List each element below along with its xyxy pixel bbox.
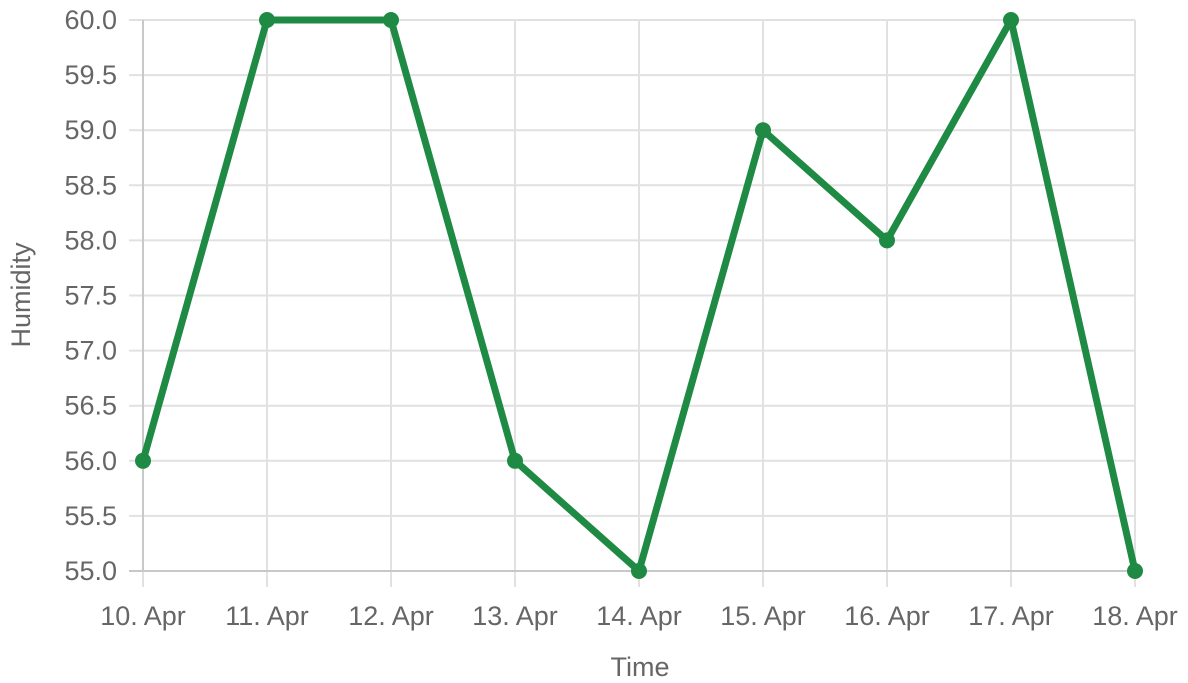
y-axis-title: Humidity bbox=[6, 242, 36, 348]
x-tick-label: 16. Apr bbox=[844, 601, 930, 631]
y-tick-label: 57.5 bbox=[64, 281, 117, 311]
y-tick-label: 58.0 bbox=[64, 225, 117, 255]
series bbox=[135, 12, 1143, 579]
x-tick-label: 15. Apr bbox=[720, 601, 806, 631]
y-tick-label: 60.0 bbox=[64, 5, 117, 35]
x-tick-label: 17. Apr bbox=[968, 601, 1054, 631]
y-tick-label: 57.0 bbox=[64, 336, 117, 366]
y-tick-label: 55.0 bbox=[64, 556, 117, 586]
x-tick-label: 10. Apr bbox=[100, 601, 186, 631]
x-tick-label: 18. Apr bbox=[1092, 601, 1178, 631]
data-point[interactable] bbox=[383, 12, 399, 28]
x-tick-label: 13. Apr bbox=[472, 601, 558, 631]
data-point[interactable] bbox=[1003, 12, 1019, 28]
x-tick-labels: 10. Apr 11. Apr 12. Apr 13. Apr 14. Apr 15. A… bbox=[100, 601, 1178, 631]
y-tick-label: 59.5 bbox=[64, 60, 117, 90]
x-tick-label: 12. Apr bbox=[348, 601, 434, 631]
data-point[interactable] bbox=[755, 122, 771, 139]
y-tick-label: 56.5 bbox=[64, 391, 117, 421]
y-tick-label: 59.0 bbox=[64, 115, 117, 145]
x-tick-label: 11. Apr bbox=[225, 601, 309, 631]
data-point[interactable] bbox=[879, 232, 895, 249]
x-axis-title: Time bbox=[611, 652, 670, 682]
data-point[interactable] bbox=[507, 452, 523, 469]
y-tick-label: 58.5 bbox=[64, 170, 117, 200]
data-point[interactable] bbox=[259, 12, 275, 28]
grid bbox=[129, 19, 1136, 587]
data-point[interactable] bbox=[1127, 563, 1143, 579]
y-tick-label: 55.5 bbox=[64, 501, 117, 531]
x-tick-label: 14. Apr bbox=[596, 601, 682, 631]
data-point[interactable] bbox=[631, 563, 647, 579]
data-point[interactable] bbox=[135, 452, 151, 469]
y-tick-labels: 55.0 55.5 56.0 56.5 57.0 57.5 58.0 58.5 59.0 59.5… bbox=[64, 5, 117, 586]
y-tick-label: 56.0 bbox=[64, 446, 117, 476]
